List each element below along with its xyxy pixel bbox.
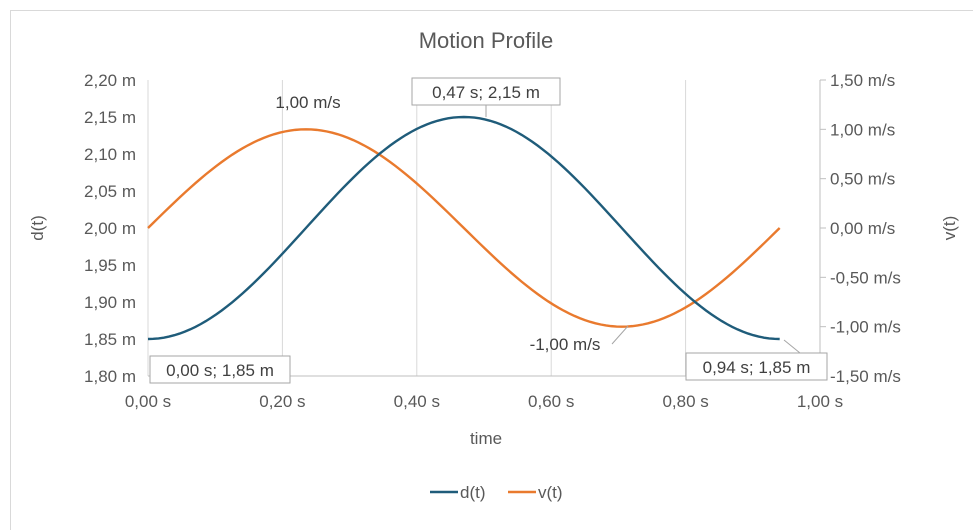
legend-label: d(t) (460, 483, 486, 502)
annotation-box (411, 77, 561, 106)
y-right-tick-label: 0,00 m/s (830, 219, 895, 238)
annotation-label: 1,00 m/s (275, 93, 340, 112)
x-tick-label: 1,00 s (797, 392, 843, 411)
legend-label: v(t) (538, 483, 563, 502)
chart-title: Motion Profile (419, 28, 554, 53)
annotation-label: 0,00 s; 1,85 m (166, 361, 274, 380)
annotation-box (149, 355, 291, 384)
annotation-layer: 0,00 s; 1,85 m 0,47 s; 2,15 m 0,94 s; 1,85… (149, 77, 828, 384)
y-right-tick-label: -1,00 m/s (830, 318, 901, 337)
annotation-leader (783, 339, 801, 354)
y-left-tick-label: 2,15 m (84, 108, 136, 127)
y-left-tick-label: 2,05 m (84, 182, 136, 201)
annotation-label: -1,00 m/s (530, 335, 601, 354)
motion-profile-chart: 0,00 s 0,20 s 0,40 s 0,60 s 0,80 s 1,00 s 1,80… (28, 28, 959, 502)
annotation-box (685, 352, 828, 381)
y-left-tick-label: 2,20 m (84, 71, 136, 90)
y-left-tick-label: 1,90 m (84, 293, 136, 312)
series-layer (147, 115, 781, 341)
annotation-label: 0,94 s; 1,85 m (703, 358, 811, 377)
grid-layer (147, 80, 821, 376)
x-axis-title: time (470, 429, 502, 448)
y-left-tick-label: 2,10 m (84, 145, 136, 164)
y-right-tick-label: 1,00 m/s (830, 120, 895, 139)
x-tick-label: 0,80 s (662, 392, 708, 411)
y-right-axis-title: v(t) (940, 216, 959, 241)
y-right-tick-label: -0,50 m/s (830, 268, 901, 287)
x-tick-label: 0,40 s (394, 392, 440, 411)
y-right-tick-label: 0,50 m/s (830, 170, 895, 189)
x-tick-label: 0,60 s (528, 392, 574, 411)
y-left-tick-label: 2,00 m (84, 219, 136, 238)
annotation-leader (611, 325, 629, 345)
y-right-tick-label: 1,50 m/s (830, 71, 895, 90)
chart-frame (10, 10, 973, 530)
y-left-tick-label: 1,95 m (84, 256, 136, 275)
x-tick-label: 0,20 s (259, 392, 305, 411)
y-left-tick-label: 1,85 m (84, 330, 136, 349)
x-tick-label: 0,00 s (125, 392, 171, 411)
y-left-axis-title: d(t) (28, 215, 47, 241)
series-line-v (147, 128, 781, 328)
y-left-tick-label: 1,80 m (84, 367, 136, 386)
annotation-label: 0,47 s; 2,15 m (432, 83, 540, 102)
chart-legend: d(t) v(t) (430, 483, 563, 502)
y-right-tick-label: -1,50 m/s (830, 367, 901, 386)
series-line-d (147, 115, 780, 341)
